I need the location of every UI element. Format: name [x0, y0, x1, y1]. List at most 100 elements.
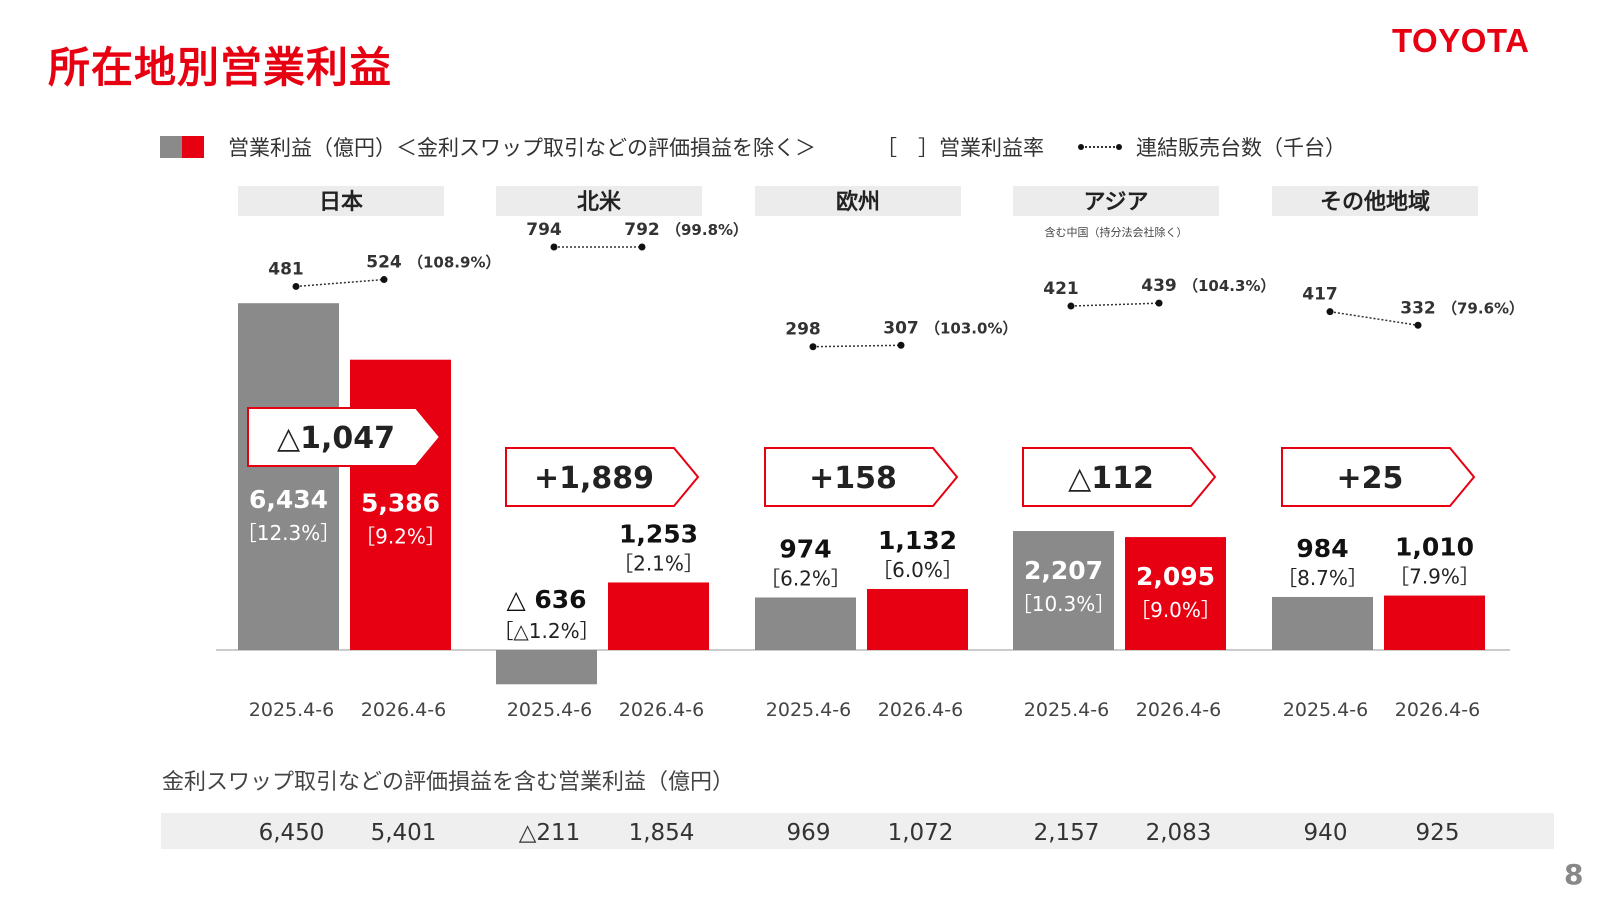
region-2-value-1: 1,132: [878, 526, 957, 555]
region-1-change-callout: [505, 447, 700, 507]
legend-dotted-line-icon: [1078, 142, 1122, 152]
region-0-margin-0: ［12.3%］: [237, 521, 341, 545]
region-3-name: アジア: [1083, 190, 1148, 215]
region-0-units-ratio: （108.9%）: [408, 254, 500, 272]
region-1-period-0: 2025.4-6: [507, 699, 592, 721]
region-2-header: [755, 186, 961, 216]
region-0-units-dot-1: [380, 276, 388, 284]
region-0-period-1: 2026.4-6: [361, 699, 446, 721]
region-2-value-0: 974: [779, 535, 831, 564]
region-4-value-1: 1,010: [1395, 533, 1474, 562]
region-4-bar-0: [1272, 596, 1373, 650]
legend-swatch-current: [182, 136, 204, 158]
region-3-units-dot-0: [1067, 302, 1075, 310]
incl-swap-label: 金利スワップ取引などの評価損益を含む営業利益（億円）: [162, 770, 735, 795]
region-0-name: 日本: [319, 190, 363, 215]
region-0-bar-0: [238, 303, 339, 650]
region-3-period-1: 2026.4-6: [1136, 699, 1221, 721]
region-1-header: [496, 186, 702, 216]
region-4-name: その他地域: [1320, 189, 1430, 215]
region-2-bar-0: [755, 597, 856, 650]
region-4-units-line: [1329, 310, 1419, 327]
chart-legend: 営業利益（億円）＜金利スワップ取引などの評価損益を除く＞ ［ ］営業利益率 連結…: [160, 132, 1346, 162]
region-3-value-0: 2,207: [1024, 556, 1103, 585]
region-3-units-0: 421: [1043, 279, 1079, 299]
region-1-period-1: 2026.4-6: [619, 699, 704, 721]
region-4-margin-0: ［8.7%］: [1277, 566, 1368, 590]
region-0-units-dot-0: [292, 282, 300, 290]
region-3-margin-1: ［9.0%］: [1130, 598, 1221, 622]
region-1-value-1: 1,253: [619, 519, 698, 548]
region-3-change: △112: [1068, 461, 1154, 496]
region-4-units-dot-1: [1414, 321, 1422, 329]
region-1-name: 北米: [577, 190, 622, 215]
region-2-margin-1: ［6.0%］: [872, 558, 963, 582]
region-4-units-dot-0: [1326, 308, 1334, 316]
region-3-header: [1013, 186, 1219, 216]
region-2-units-line: [812, 344, 902, 348]
region-4-units-ratio: （79.6%）: [1442, 299, 1524, 317]
region-4-bar-1: [1384, 595, 1485, 650]
region-3-period-0: 2025.4-6: [1024, 699, 1109, 721]
region-4-period-1: 2026.4-6: [1395, 699, 1480, 721]
region-3-value-1: 2,095: [1136, 562, 1215, 591]
region-4-period-0: 2025.4-6: [1283, 699, 1368, 721]
region-3-units-ratio: （104.3%）: [1183, 277, 1275, 295]
region-0-units-0: 481: [268, 259, 304, 279]
region-3-change-callout: [1022, 447, 1217, 507]
region-1-margin-0: ［△1.2%］: [493, 619, 599, 643]
page-number: 8: [1564, 858, 1584, 891]
region-1-bar-0: [496, 650, 597, 685]
region-0-change: △1,047: [277, 421, 395, 456]
region-1-units-1: 792: [624, 220, 660, 240]
region-2-period-0: 2025.4-6: [766, 699, 851, 721]
region-3-bar-1: [1125, 537, 1226, 650]
region-3-units-line: [1070, 302, 1160, 307]
page-title: 所在地別営業利益: [48, 43, 393, 92]
region-4-change-callout: [1281, 447, 1476, 507]
region-2-name: 欧州: [836, 189, 880, 215]
region-2-bar-1: [867, 588, 968, 650]
region-3-margin-0: ［10.3%］: [1012, 592, 1116, 616]
legend-operating-income: 営業利益（億円）＜金利スワップ取引などの評価損益を除く＞: [228, 136, 816, 160]
legend-swatch-prior: [160, 136, 182, 158]
region-1-value-0: △ 636: [506, 585, 586, 614]
region-2-units-dot-1: [897, 341, 905, 349]
region-3-units-dot-1: [1155, 299, 1163, 307]
region-0-units-line: [295, 278, 385, 288]
region-4-change: +25: [1337, 461, 1404, 496]
region-2-units-1: 307: [883, 318, 919, 338]
region-0-value-0: 6,434: [249, 485, 328, 514]
region-4-units-0: 417: [1302, 285, 1338, 305]
region-3-units-1: 439: [1141, 276, 1177, 296]
region-4-units-1: 332: [1400, 298, 1436, 318]
region-0-header: [238, 186, 444, 216]
region-1-units-dot-0: [550, 243, 558, 251]
region-4-value-0: 984: [1296, 534, 1348, 563]
region-2-margin-0: ［6.2%］: [760, 567, 851, 591]
region-1-units-dot-1: [638, 243, 646, 251]
region-2-units-dot-0: [809, 343, 817, 351]
region-3-note: 含む中国（持分法会社除く）: [1045, 225, 1188, 239]
region-2-change-callout: [764, 447, 959, 507]
region-3-bar-0: [1013, 531, 1114, 650]
region-4-header: [1272, 186, 1478, 216]
legend-margin: ［ ］営業利益率: [876, 136, 1044, 160]
region-0-period-0: 2025.4-6: [249, 699, 334, 721]
region-1-bar-1: [608, 582, 709, 650]
toyota-logo: TOYOTA: [1392, 22, 1530, 59]
region-0-value-1: 5,386: [361, 489, 440, 518]
region-2-change: +158: [809, 461, 897, 496]
region-1-units-ratio: （99.8%）: [666, 221, 748, 239]
region-0-units-1: 524: [366, 253, 402, 273]
region-1-margin-1: ［2.1%］: [613, 551, 704, 575]
incl-swap-strip: [161, 813, 1554, 849]
region-0-margin-1: ［9.2%］: [355, 525, 446, 549]
region-2-units-0: 298: [785, 320, 821, 340]
region-2-units-ratio: （103.0%）: [925, 319, 1017, 337]
legend-units: 連結販売台数（千台）: [1136, 136, 1346, 160]
region-2-period-1: 2026.4-6: [878, 699, 963, 721]
region-1-change: +1,889: [534, 461, 654, 496]
region-4-margin-1: ［7.9%］: [1389, 565, 1480, 589]
